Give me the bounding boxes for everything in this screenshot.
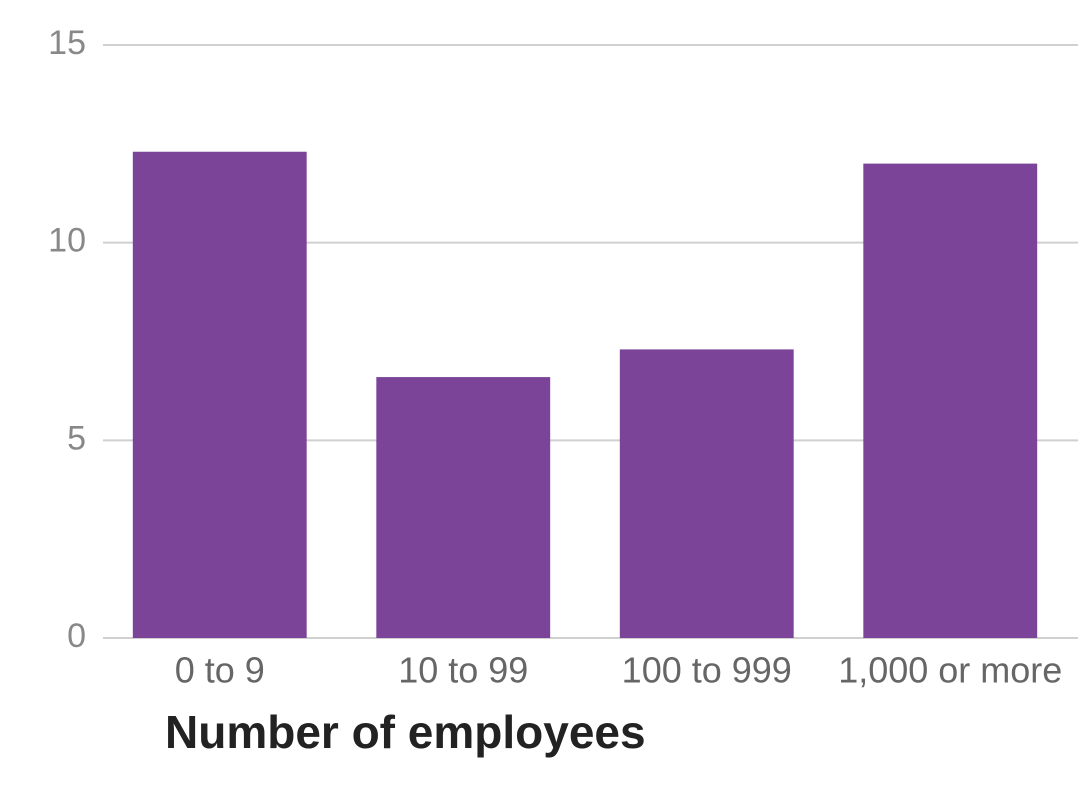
- y-tick-label: 15: [48, 24, 86, 62]
- x-tick-label: 0 to 9: [175, 650, 265, 691]
- y-tick-label: 10: [48, 222, 86, 260]
- x-axis-label: Number of employees: [165, 706, 646, 758]
- bar: [376, 377, 551, 638]
- x-tick-label: 100 to 999: [622, 650, 792, 691]
- y-tick-label: 0: [67, 617, 86, 655]
- bar: [132, 151, 307, 639]
- bar: [863, 163, 1038, 638]
- x-tick-label: 1,000 or more: [838, 650, 1062, 691]
- x-tick-label: 10 to 99: [398, 650, 528, 691]
- bar: [619, 349, 794, 638]
- y-tick-label: 5: [67, 419, 86, 457]
